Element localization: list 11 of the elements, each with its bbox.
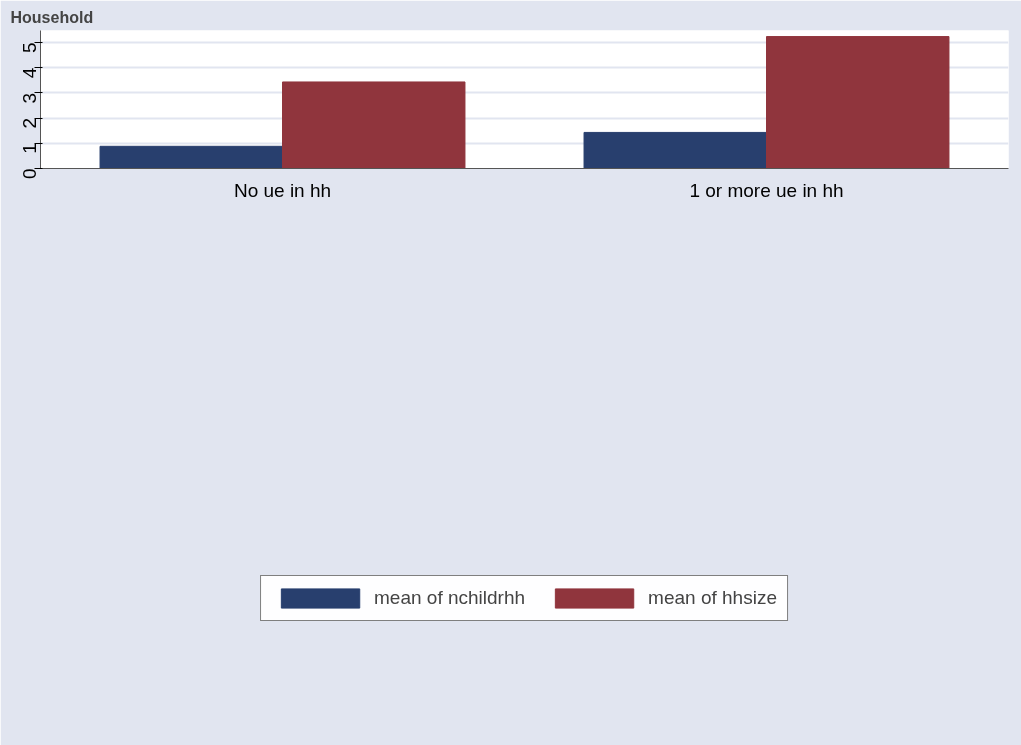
y-tick-label: 5 [19, 42, 40, 53]
y-tick-label: 4 [19, 67, 40, 79]
legend-label: mean of nchildrhh [374, 587, 526, 609]
legend-label: mean of hhsize [648, 587, 777, 609]
x-tick-label: No ue in hh [233, 179, 332, 201]
chart-title: Household [10, 8, 94, 26]
y-tick-label: 2 [19, 118, 40, 129]
y-tick-label: 0 [19, 168, 40, 180]
y-tick-label: 3 [19, 92, 40, 104]
x-tick-label: 1 or more ue in hh [689, 179, 844, 201]
y-tick-label: 1 [19, 143, 40, 154]
